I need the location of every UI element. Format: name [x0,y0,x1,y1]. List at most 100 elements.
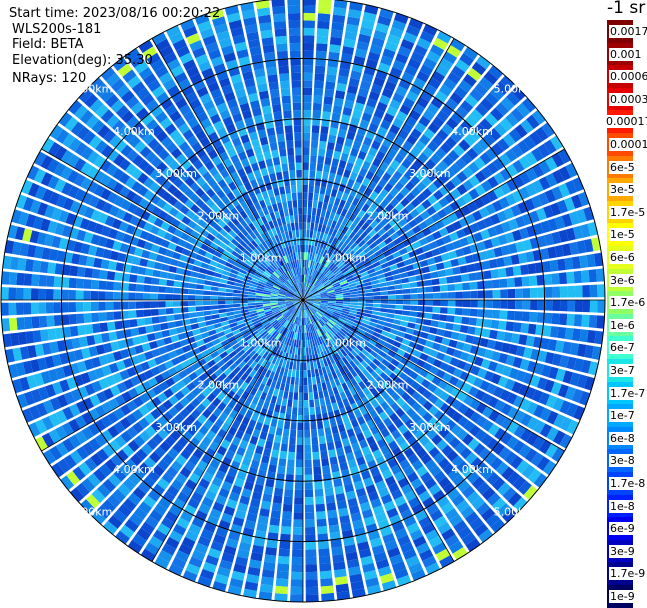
ray-gate [311,369,315,377]
ray-gate [328,298,336,300]
ray-gate [39,316,47,328]
colorbar-label: 1.7e-9 [609,567,646,580]
ray-gate [528,263,537,274]
ray-gate [336,298,344,300]
ring-label: 5.00km [494,83,536,96]
ray-gate [76,290,84,300]
ray-gate [312,208,317,216]
ray-gate [299,385,303,393]
ray-gate [485,300,493,308]
ray-gate [266,67,277,76]
ray-gate [55,263,64,274]
ray-gate [388,300,396,304]
ray-gate [178,333,187,340]
ray-gate [154,332,163,340]
ray-gate [278,390,284,398]
ray-gate [203,291,211,296]
ray-gate [76,302,84,312]
ray-gate [204,315,212,320]
ray-gate [286,376,291,384]
ray-gate [373,304,381,308]
ray-gate [303,222,306,230]
ray-gate [590,285,598,298]
ray-gate [320,578,333,587]
ray-gate [151,309,159,316]
ray-gate [292,370,296,378]
ray-gate [296,370,300,378]
ray-gate [225,293,233,297]
ray-gate [303,0,316,6]
ray-gate [515,300,523,309]
ray-gate [318,148,325,156]
ray-gate [425,286,433,292]
ray-gate [336,302,344,304]
ray-gate [291,65,301,73]
ray-gate [448,292,456,299]
ray-gate [405,264,414,271]
ray-gate [130,265,139,274]
ray-gate [167,322,175,329]
ray-gate [24,317,32,329]
ray-gate [559,272,567,284]
ray-gate [283,504,293,512]
ray-gate [260,30,273,39]
ray-gate [403,300,411,305]
ray-gate [274,404,280,412]
ray-gate [317,519,327,527]
ray-gate [218,301,226,305]
ray-gate [358,306,366,309]
ray-gate [330,37,342,46]
ray-gate [159,316,167,323]
ray-gate [293,110,301,118]
ray-gate [445,323,454,331]
ray-gate [189,312,197,318]
ray-gate [23,288,31,300]
ray-gate [205,275,213,281]
ray-gate [321,179,327,187]
ray-gate [316,43,327,51]
ray-gate [158,294,166,300]
ray-gate [455,283,463,290]
ray-gate [84,279,92,289]
ray-gate [143,285,151,292]
ray-gate [326,495,336,504]
ray-gate [335,440,343,449]
ray-gate [498,321,507,331]
ray-gate [271,0,284,7]
ray-gate [315,216,320,224]
ray-gate [218,305,226,309]
ray-gate [99,312,107,321]
ray-gate [305,460,312,468]
ray-gate [333,433,341,442]
ray-gate [304,430,310,438]
ray-gate [192,329,201,336]
ray-gate [40,261,49,273]
ray-gate [289,163,295,171]
ray-gate [285,482,294,490]
ray-gate [265,440,273,449]
ray-gate [305,549,316,557]
ray-gate [318,201,323,209]
ray-gate [316,51,327,59]
ray-gate [306,564,318,572]
ray-gate [269,426,276,435]
ray-gate [107,271,116,280]
ray-gate [274,164,281,172]
ray-gate [325,187,331,195]
ray-gate [335,174,342,183]
ray-gate [305,512,315,520]
ray-gate [303,110,311,118]
ray-gate [520,265,529,276]
ray-gate [334,98,344,107]
ray-gate [461,274,469,282]
ray-gate [416,275,424,281]
ray-gate [410,306,418,311]
ray-gate [366,303,374,306]
ray-gate [264,151,272,160]
ray-gate [54,276,62,287]
ray-gate [277,466,285,474]
ray-gate [17,317,26,330]
ray-gate [294,497,303,505]
ring-label: 1.00km [240,336,282,349]
ray-gate [196,284,204,289]
